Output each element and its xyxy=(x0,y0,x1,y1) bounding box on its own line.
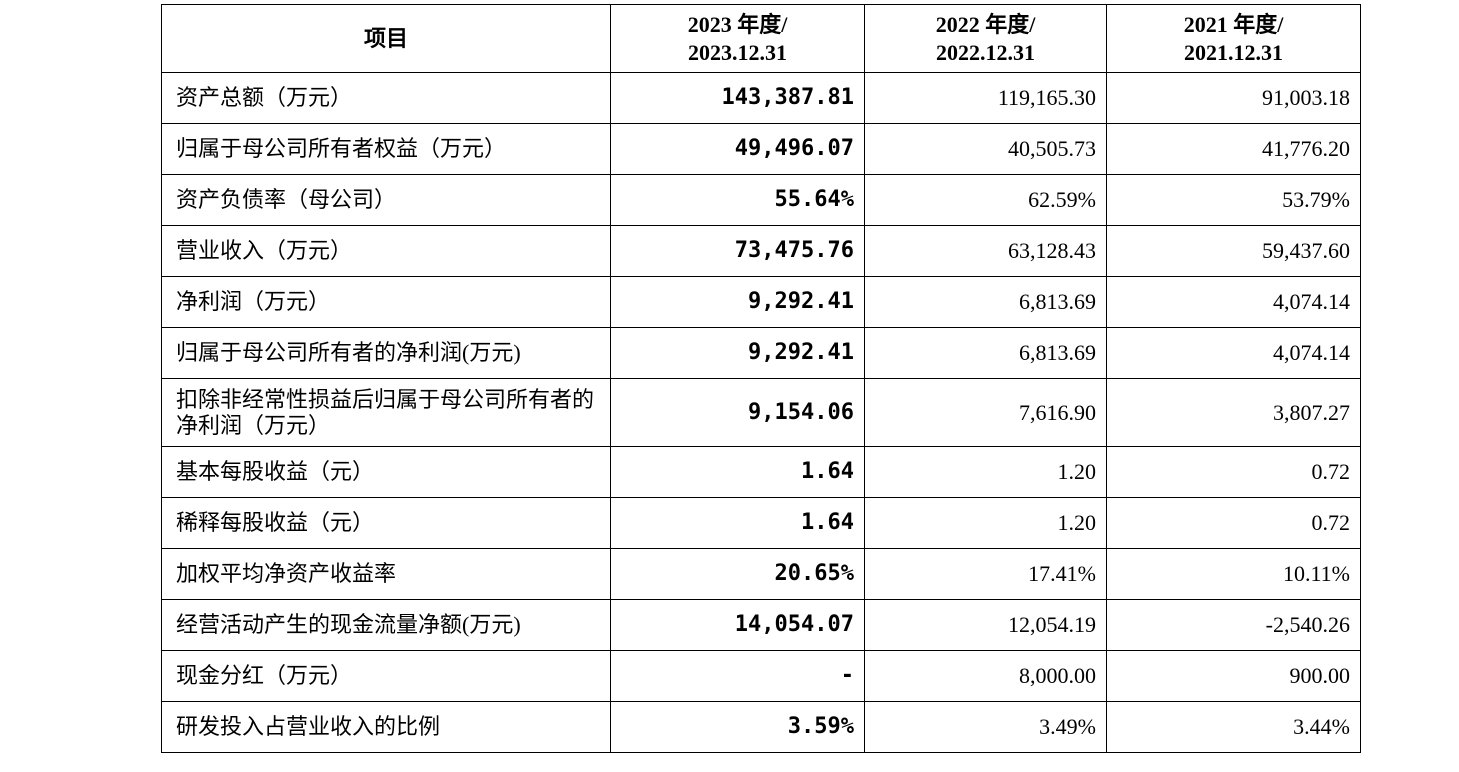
value-cell: 1.64 xyxy=(610,446,865,498)
value-cell: 4,074.14 xyxy=(1106,276,1361,328)
value-cell: 143,387.81 xyxy=(610,72,865,124)
value-cell: 14,054.07 xyxy=(610,599,865,651)
value-cell: 73,475.76 xyxy=(610,225,865,277)
row-label: 资产负债率（母公司） xyxy=(161,174,611,226)
value-cell: 900.00 xyxy=(1106,650,1361,702)
table-row: 现金分红（万元） -8,000.00 900.00 xyxy=(161,650,1361,702)
header-row: 项目 2023 年度/2023.12.31 2022 年度/2022.12.31 20… xyxy=(161,4,1361,73)
row-label: 资产总额（万元） xyxy=(161,72,611,124)
value-cell: 3.59% xyxy=(610,701,865,753)
value-cell: 1.64 xyxy=(610,497,865,549)
header-text: 2022.12.31 xyxy=(936,39,1035,65)
value-cell: 4,074.14 xyxy=(1106,327,1361,379)
table-row: 资产总额（万元） 143,387.81 119,165.30 91,003.18 xyxy=(161,72,1361,124)
row-label: 营业收入（万元） xyxy=(161,225,611,277)
value-cell: 1.20 xyxy=(864,497,1107,549)
row-label: 研发投入占营业收入的比例 xyxy=(161,701,611,753)
value-cell: 119,165.30 xyxy=(864,72,1107,124)
value-cell: 59,437.60 xyxy=(1106,225,1361,277)
table-row: 净利润（万元） 9,292.41 6,813.69 4,074.14 xyxy=(161,276,1361,328)
row-label: 经营活动产生的现金流量净额(万元) xyxy=(161,599,611,651)
table-row: 归属于母公司所有者的净利润(万元) 9,292.41 6,813.69 4,074.1… xyxy=(161,327,1361,379)
table-row: 经营活动产生的现金流量净额(万元) 14,054.07 12,054.19 -2,54… xyxy=(161,599,1361,651)
header-text: 项目 xyxy=(363,25,408,51)
value-cell: 53.79% xyxy=(1106,174,1361,226)
value-cell: 1.20 xyxy=(864,446,1107,498)
value-cell: 62.59% xyxy=(864,174,1107,226)
table-row: 资产负债率（母公司） 55.64% 62.59% 53.79% xyxy=(161,174,1361,226)
value-cell: 3.49% xyxy=(864,701,1107,753)
value-cell: -2,540.26 xyxy=(1106,599,1361,651)
value-cell: 12,054.19 xyxy=(864,599,1107,651)
table-row: 稀释每股收益（元） 1.64 1.20 0.72 xyxy=(161,497,1361,549)
header-text: 2021.12.31 xyxy=(1184,39,1283,65)
table-row: 营业收入（万元） 73,475.76 63,128.43 59,437.60 xyxy=(161,225,1361,277)
value-cell: 8,000.00 xyxy=(864,650,1107,702)
table-row: 扣除非经常性损益后归属于母公司所有者的净利润（万元） 9,154.06 7,616.… xyxy=(161,378,1361,447)
row-label: 加权平均净资产收益率 xyxy=(161,548,611,600)
value-cell: 3.44% xyxy=(1106,701,1361,753)
header-text: 2023.12.31 xyxy=(688,39,787,65)
row-label: 稀释每股收益（元） xyxy=(161,497,611,549)
value-cell: 17.41% xyxy=(864,548,1107,600)
header-cell: 2021 年度/2021.12.31 xyxy=(1106,4,1361,73)
row-label: 现金分红（万元） xyxy=(161,650,611,702)
header-cell: 2022 年度/2022.12.31 xyxy=(864,4,1107,73)
row-label: 净利润（万元） xyxy=(161,276,611,328)
financial-table: 项目 2023 年度/2023.12.31 2022 年度/2022.12.31 20… xyxy=(161,4,1361,753)
value-cell: 40,505.73 xyxy=(864,123,1107,175)
value-cell: 6,813.69 xyxy=(864,276,1107,328)
table-row: 归属于母公司所有者权益（万元） 49,496.07 40,505.73 41,776.… xyxy=(161,123,1361,175)
value-cell: 9,154.06 xyxy=(610,378,865,447)
value-cell: 63,128.43 xyxy=(864,225,1107,277)
row-label: 扣除非经常性损益后归属于母公司所有者的净利润（万元） xyxy=(161,378,611,447)
value-cell: 9,292.41 xyxy=(610,276,865,328)
value-cell: 3,807.27 xyxy=(1106,378,1361,447)
value-cell: 49,496.07 xyxy=(610,123,865,175)
value-cell: 55.64% xyxy=(610,174,865,226)
value-cell: 0.72 xyxy=(1106,446,1361,498)
header-cell: 2023 年度/2023.12.31 xyxy=(610,4,865,73)
value-cell: 91,003.18 xyxy=(1106,72,1361,124)
value-cell: 6,813.69 xyxy=(864,327,1107,379)
header-text: 2023 年度/ xyxy=(687,11,788,37)
value-cell: 7,616.90 xyxy=(864,378,1107,447)
header-text: 2021 年度/ xyxy=(1183,11,1284,37)
table-row: 研发投入占营业收入的比例 3.59% 3.49% 3.44% xyxy=(161,701,1361,753)
value-cell: 41,776.20 xyxy=(1106,123,1361,175)
table-row: 加权平均净资产收益率 20.65% 17.41% 10.11% xyxy=(161,548,1361,600)
row-label: 基本每股收益（元） xyxy=(161,446,611,498)
header-text: 2022 年度/ xyxy=(935,11,1036,37)
value-cell: - xyxy=(610,650,865,702)
value-cell: 0.72 xyxy=(1106,497,1361,549)
row-label: 归属于母公司所有者的净利润(万元) xyxy=(161,327,611,379)
value-cell: 9,292.41 xyxy=(610,327,865,379)
row-label: 归属于母公司所有者权益（万元） xyxy=(161,123,611,175)
value-cell: 10.11% xyxy=(1106,548,1361,600)
header-cell: 项目 xyxy=(161,4,611,73)
value-cell: 20.65% xyxy=(610,548,865,600)
table-body: 资产总额（万元） 143,387.81 119,165.30 91,003.18 归属于… xyxy=(161,72,1361,753)
table-row: 基本每股收益（元） 1.64 1.20 0.72 xyxy=(161,446,1361,498)
